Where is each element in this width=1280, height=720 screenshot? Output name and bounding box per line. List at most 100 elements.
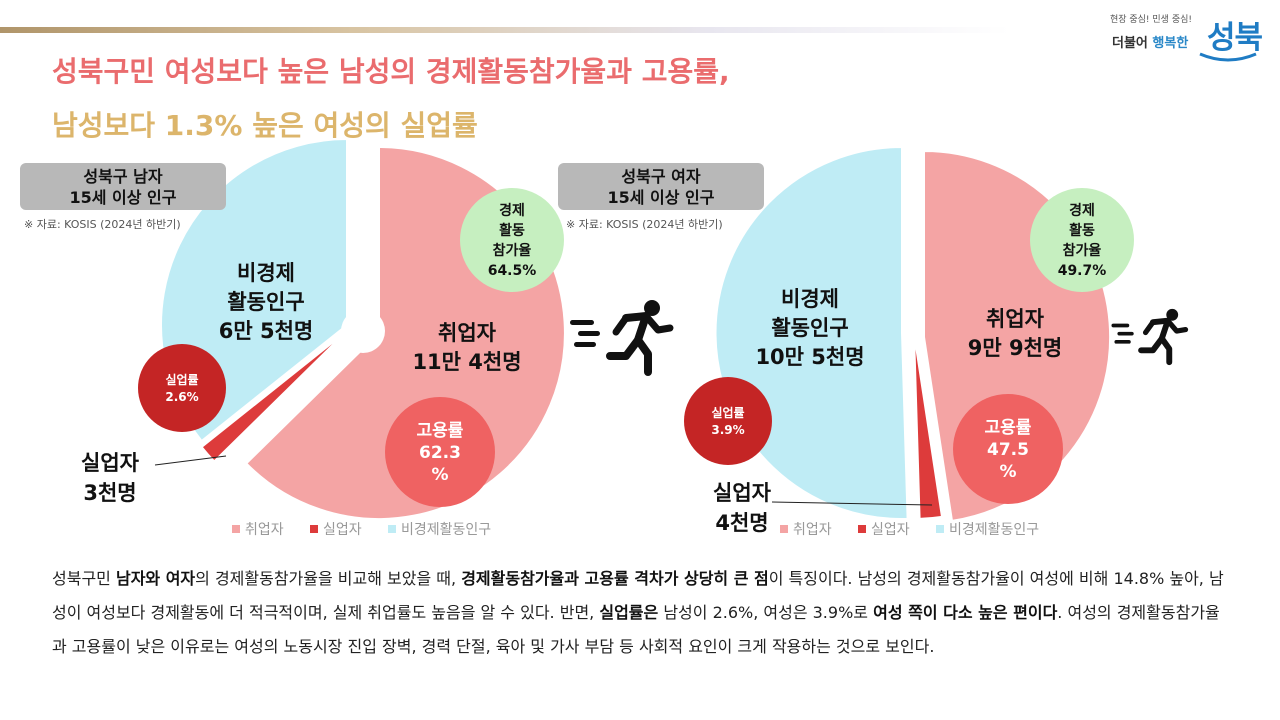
pie1-legend-swatch-2 <box>858 525 866 533</box>
pie0-legend-swatch-1 <box>232 525 240 533</box>
pie0-legend-label-1: 취업자 <box>245 522 284 538</box>
header-gradient-bar <box>0 27 1010 33</box>
pie0-employment-badge-text-line-2: 62.3 <box>419 443 461 463</box>
pie0-slice-group-2 <box>200 330 348 463</box>
desc-bold-1: 남자와 여자 <box>115 569 196 588</box>
male-source-note: ※ 자료: KOSIS (2024년 하반기) <box>24 218 181 231</box>
desc-bold-3: 실업률은 <box>599 603 659 622</box>
pie1-participation-badge-text-line-2: 활동 <box>1069 222 1095 239</box>
pie0-unemployment-badge-text: 실업률 2.6% <box>165 372 198 404</box>
description-paragraph: 성북구민 남자와 여자의 경제활동참가율을 비교해 보았을 때, 경제활동참가율… <box>52 562 1232 664</box>
pie1-slice-실업자 <box>913 332 944 520</box>
page-title-line1: 성북구민 여성보다 높은 남성의 경제활동참가율과 고용률, <box>52 55 730 88</box>
page-title-line2: 남성보다 1.3% 높은 여성의 실업률 <box>52 109 478 142</box>
logo-subtitle-b: 행복한 <box>1152 36 1189 51</box>
pie0-legend-swatch-2 <box>310 525 318 533</box>
pie1-employment-badge-circle <box>953 394 1063 504</box>
logo-subtitle-a: 더불어 <box>1112 36 1153 51</box>
logo-swoosh-icon <box>1199 52 1257 62</box>
pie1-employed-label-line-2: 9만 9천명 <box>968 336 1063 360</box>
pie0-slice-실업자 <box>200 330 348 463</box>
pie0-unemployed-label: 실업자 3천명 <box>81 451 140 505</box>
pie0-participation-badge-text-line-2: 활동 <box>499 222 525 239</box>
pie0-inactive-label-line-2: 활동인구 <box>227 290 304 314</box>
pie0-employment-badge-text: 고용률 62.3% <box>417 421 464 485</box>
pie1-participation-badge-text-line-1: 경제 <box>1069 202 1095 219</box>
female-group-label-line2: 15세 이상 인구 <box>607 188 715 207</box>
pie1-employment-badge-text-line-1: 고용률 <box>985 418 1032 438</box>
pie0-unemployed-leader-line <box>154 455 227 466</box>
pie0-participation-badge-text-line-1: 경제 <box>499 202 525 219</box>
running-man-icon <box>570 300 674 376</box>
desc-bold-4: 여성 쪽이 다소 높은 편이다 <box>873 603 1058 622</box>
male-group-label: 성북구 남자 15세 이상 인구 <box>20 163 226 210</box>
pie1-unemployed-label-line-2: 4천명 <box>715 511 768 535</box>
pie0-unemployed-label-line-2: 3천명 <box>83 481 136 505</box>
logo-subtitle: 더불어 행복한 <box>1112 32 1188 51</box>
pie0-participation-badge-circle <box>460 188 564 292</box>
pie0-employed-label-line-2: 11만 4천명 <box>412 350 521 374</box>
pie1-legend-swatch-3 <box>936 525 944 533</box>
pie1-employment-badge-text-line-2: 47.5 <box>987 440 1029 460</box>
pie1-participation-badge-text-line-3: 참가율 <box>1063 242 1102 259</box>
pie1-legend-label-1: 취업자 <box>793 522 832 538</box>
logo-brand: 성북 <box>1206 20 1263 56</box>
pie1-inactive-label-line-3: 10만 5천명 <box>755 345 864 369</box>
desc-text-2: 의 경제활동참가율을 비교해 보았을 때, <box>195 569 462 588</box>
pie0-inactive-label-line-1: 비경제 <box>237 261 295 285</box>
pie1-employment-badge-text: 고용률 47.5% <box>985 418 1032 482</box>
pie1-employed-label-line-1: 취업자 <box>986 307 1045 331</box>
pie0-employment-badge-text-line-1: 고용률 <box>417 421 464 441</box>
pie0-unemployment-badge-circle <box>138 344 226 432</box>
pie1-legend-label-3: 비경제활동인구 <box>949 522 1039 538</box>
pie0-legend-label-2: 실업자 <box>323 522 362 538</box>
pie0-unemployment-badge-text-line-2: 2.6% <box>165 390 198 404</box>
seongbuk-logo: 현장 중심! 민생 중심! 더불어 행복한 성북 <box>1102 8 1263 64</box>
pie1-unemployed-label: 실업자 4천명 <box>713 481 772 535</box>
pie1-slice-group-2 <box>913 332 944 520</box>
desc-bold-2: 경제활동참가율과 고용률 격차가 상당히 큰 점 <box>461 569 769 588</box>
pie0-employed-label: 취업자 11만 4천명 <box>412 321 521 374</box>
pie1-unemployed-leader-line <box>771 501 933 506</box>
pie0-unemployment-badge-text-line-1: 실업률 <box>165 372 198 387</box>
pie1-legend-swatch-1 <box>780 525 788 533</box>
desc-text-5: . 여성의 경제활동참가율과 고용률이 낮은 이유로는 여성의 노동시장 진입 … <box>52 603 1220 656</box>
male-group-label-line2: 15세 이상 인구 <box>69 188 177 207</box>
pie1-employed-label: 취업자 9만 9천명 <box>968 307 1063 360</box>
pie1-unemployment-badge-text-line-2: 3.9% <box>711 423 744 437</box>
pie0-employment-badge-text-line-3: % <box>431 465 448 485</box>
pie1-unemployment-badge-text: 실업률 3.9% <box>711 405 744 437</box>
pie1-participation-badge-text-line-4: 49.7% <box>1058 263 1107 279</box>
desc-text-3: 이 특징이다. 남성의 경제활동참가율이 여성에 비해 14.8% 높아, 남성… <box>52 569 1224 622</box>
pie1-unemployment-badge-circle <box>684 377 772 465</box>
pie0-employment-badge-circle <box>385 397 495 507</box>
female-group-label-line1: 성북구 여자 <box>621 167 701 186</box>
pie0-legend-label-3: 비경제활동인구 <box>401 522 491 538</box>
desc-text-4: 남성이 2.6%, 여성은 3.9%로 <box>658 603 874 622</box>
pie0-legend-swatch-3 <box>388 525 396 533</box>
logo-tagline: 현장 중심! 민생 중심! <box>1109 15 1192 25</box>
pie1-participation-badge-circle <box>1030 188 1134 292</box>
pie0-center-hole <box>341 309 385 353</box>
running-man-small-icon <box>1111 308 1189 366</box>
pie1-inactive-label-line-1: 비경제 <box>781 287 839 311</box>
pie0-employed-label-line-1: 취업자 <box>438 321 497 345</box>
pie1-unemployed-label-line-1: 실업자 <box>713 481 772 505</box>
pie0-unemployed-label-line-1: 실업자 <box>81 451 140 475</box>
pie1-unemployment-badge-text-line-1: 실업률 <box>711 405 744 420</box>
pie0-participation-badge-text-line-4: 64.5% <box>488 263 537 279</box>
male-group-label-line1: 성북구 남자 <box>83 167 163 186</box>
pie0-inactive-label-line-3: 6만 5천명 <box>219 319 314 343</box>
pie1-legend-label-2: 실업자 <box>871 522 910 538</box>
female-group-label: 성북구 여자 15세 이상 인구 <box>558 163 764 210</box>
pie1-employment-badge-text-line-3: % <box>999 462 1016 482</box>
female-source-note: ※ 자료: KOSIS (2024년 하반기) <box>566 218 723 231</box>
pie0-participation-badge-text-line-3: 참가율 <box>493 242 532 259</box>
desc-text-1: 성북구민 <box>52 569 116 588</box>
pie1-inactive-label-line-2: 활동인구 <box>771 316 848 340</box>
